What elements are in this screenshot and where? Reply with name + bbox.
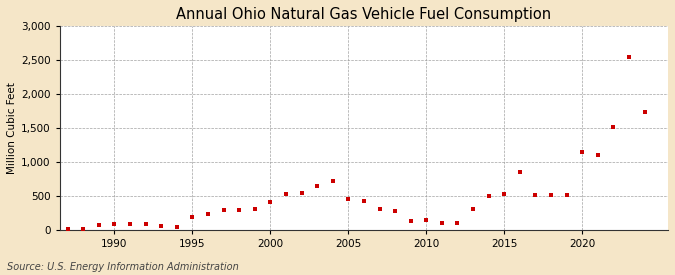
Point (483, 194, 494, 198)
Point (312, 183, 323, 188)
Point (499, 192, 510, 197)
Point (202, 212, 213, 216)
Point (234, 208, 244, 212)
Point (171, 225, 182, 230)
Point (62, 227, 73, 232)
Point (545, 193, 556, 197)
Point (608, 125, 619, 129)
Point (140, 222, 151, 227)
Point (125, 221, 136, 226)
Point (218, 208, 229, 212)
Title: Annual Ohio Natural Gas Vehicle Fuel Consumption: Annual Ohio Natural Gas Vehicle Fuel Con… (176, 7, 551, 22)
Point (437, 221, 448, 225)
Point (187, 215, 198, 219)
Point (327, 179, 338, 183)
Point (593, 153, 603, 157)
Point (389, 208, 400, 213)
Point (421, 217, 432, 222)
Point (156, 224, 167, 228)
Point (265, 200, 275, 204)
Point (78, 227, 88, 231)
Point (468, 207, 479, 211)
Point (639, 109, 650, 114)
Text: Source: U.S. Energy Information Administration: Source: U.S. Energy Information Administ… (7, 262, 238, 272)
Point (281, 192, 292, 196)
Point (562, 193, 572, 197)
Point (374, 207, 385, 211)
Point (296, 191, 307, 195)
Point (358, 199, 369, 203)
Point (624, 55, 634, 59)
Y-axis label: Million Cubic Feet: Million Cubic Feet (7, 82, 17, 174)
Point (93, 223, 104, 227)
Point (109, 222, 119, 226)
Point (514, 170, 525, 174)
Point (343, 197, 354, 201)
Point (249, 207, 260, 211)
Point (452, 221, 463, 226)
Point (577, 150, 588, 155)
Point (530, 193, 541, 197)
Point (405, 219, 416, 223)
